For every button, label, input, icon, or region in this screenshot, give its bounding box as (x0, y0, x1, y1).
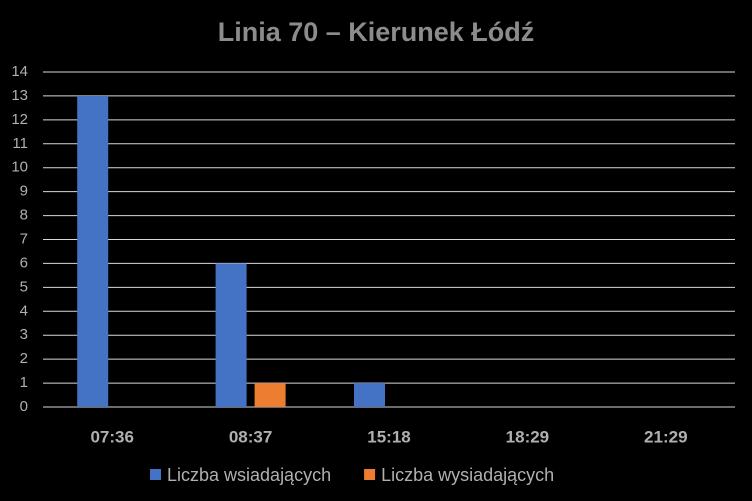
x-tick-label: 21:29 (644, 427, 687, 446)
y-tick-label: 10 (11, 159, 28, 176)
y-tick-label: 1 (20, 374, 28, 391)
legend-swatch (150, 469, 161, 480)
y-tick-label: 0 (20, 398, 28, 415)
y-tick-label: 12 (11, 111, 28, 128)
y-tick-label: 5 (20, 278, 28, 295)
y-tick-label: 2 (20, 350, 28, 367)
bar (215, 263, 247, 407)
x-tick-label: 07:36 (90, 427, 133, 446)
legend-swatch (364, 469, 376, 480)
x-tick-label: 15:18 (367, 427, 410, 446)
y-tick-label: 9 (20, 183, 28, 200)
legend-label: Liczba wsiadających (167, 465, 331, 485)
y-tick-label: 11 (12, 135, 28, 152)
x-tick-label: 08:37 (229, 427, 272, 446)
y-tick-label: 13 (11, 87, 28, 104)
bar (254, 383, 286, 407)
legend-label: Liczba wysiadających (381, 465, 554, 485)
y-tick-label: 3 (20, 326, 28, 343)
bar (77, 95, 109, 407)
y-tick-label: 6 (20, 254, 28, 271)
y-tick-label: 7 (20, 230, 28, 247)
y-tick-label: 8 (20, 207, 28, 224)
chart-title: Linia 70 – Kierunek Łódź (218, 17, 535, 47)
bar (354, 383, 385, 407)
y-tick-label: 14 (11, 63, 28, 80)
y-tick-label: 4 (20, 302, 28, 319)
x-tick-label: 18:29 (506, 427, 549, 446)
